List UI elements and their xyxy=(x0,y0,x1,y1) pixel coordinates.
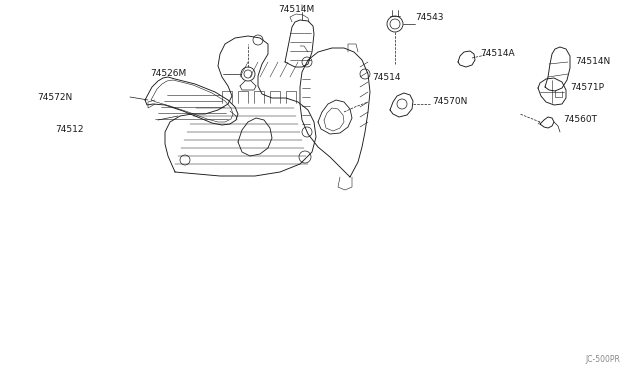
Text: 74514: 74514 xyxy=(372,73,401,81)
Text: 74514M: 74514M xyxy=(278,6,314,15)
Text: 74570N: 74570N xyxy=(432,97,467,106)
Text: 74543: 74543 xyxy=(415,13,444,22)
Text: 74512: 74512 xyxy=(55,125,83,135)
Text: 74514N: 74514N xyxy=(575,58,611,67)
Text: 74514A: 74514A xyxy=(480,49,515,58)
Text: 74571P: 74571P xyxy=(570,83,604,93)
Text: 74560T: 74560T xyxy=(563,115,597,124)
Text: 74572N: 74572N xyxy=(36,93,72,103)
Text: JC-500PR: JC-500PR xyxy=(585,355,620,364)
Text: 74526M: 74526M xyxy=(150,70,186,78)
